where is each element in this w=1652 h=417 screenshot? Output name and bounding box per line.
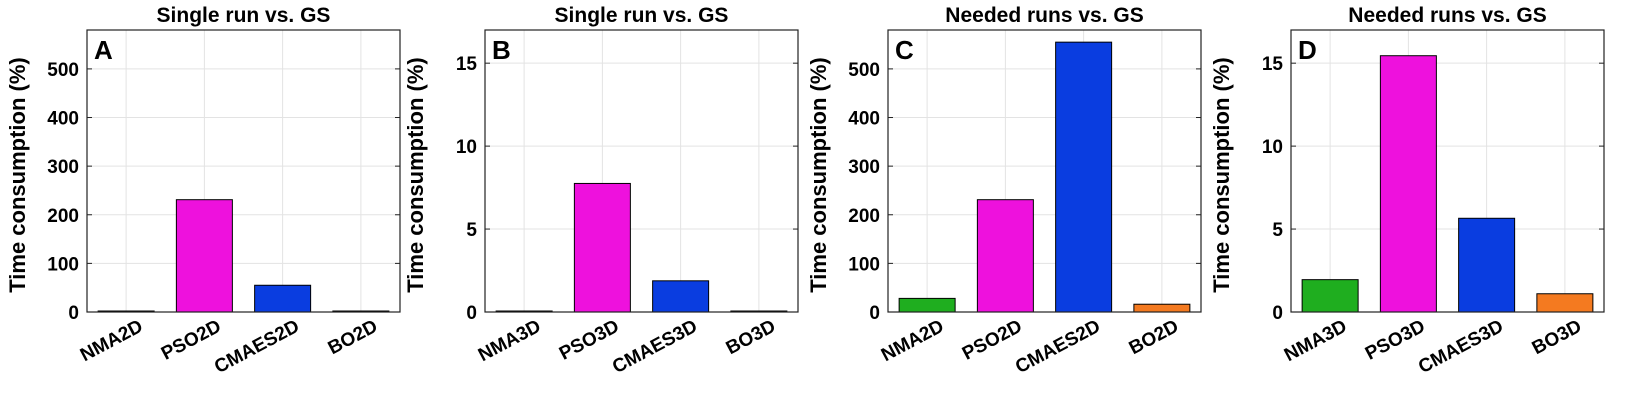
y-tick-label: 10: [456, 137, 477, 158]
panel-letter: C: [895, 35, 914, 65]
y-tick-label: 15: [1262, 54, 1284, 75]
x-tick-label: CMAES3D: [609, 316, 701, 378]
plot-frame: [887, 29, 1202, 313]
plot-frame: [484, 29, 799, 313]
x-tick-label: BO2D: [1126, 316, 1182, 359]
x-tick-label: CMAES2D: [211, 316, 303, 378]
bar-bo3d: [1536, 293, 1594, 313]
y-tick-label: 15: [456, 54, 478, 75]
bar-pso3d: [1379, 55, 1437, 313]
y-axis-label: Time consumption (%): [5, 57, 30, 293]
y-tick-label: 300: [848, 157, 880, 178]
bar-pso3d: [573, 182, 631, 313]
plot-area: [87, 30, 400, 312]
y-tick-label: 200: [848, 206, 880, 227]
plot-area: [888, 30, 1201, 312]
y-tick-label: 100: [848, 254, 880, 275]
x-tick-label: BO3D: [723, 316, 779, 359]
y-tick-label: 0: [1272, 303, 1283, 324]
plot-frame: [86, 29, 401, 313]
bar-pso2d: [175, 199, 233, 313]
y-tick-label: 5: [466, 220, 477, 241]
x-tick-label: NMA2D: [878, 316, 948, 366]
bar-cmaes3d: [652, 280, 710, 313]
y-tick-label: 5: [1272, 220, 1283, 241]
x-tick-label: CMAES2D: [1012, 316, 1104, 378]
plot-area: [485, 30, 798, 312]
x-tick-label: NMA3D: [1281, 316, 1351, 366]
y-tick-label: 300: [47, 157, 79, 178]
x-tick-label: CMAES3D: [1415, 316, 1507, 378]
bar-pso2d: [976, 199, 1034, 313]
plot-frame: [1290, 29, 1605, 313]
y-tick-label: 200: [47, 206, 79, 227]
x-tick-label: BO2D: [325, 316, 381, 359]
chart-title: Single run vs. GS: [555, 4, 729, 27]
y-tick-label: 400: [47, 109, 79, 130]
y-axis-label: Time consumption (%): [403, 57, 428, 293]
x-tick-label: NMA3D: [475, 316, 545, 366]
bar-cmaes2d: [1055, 41, 1113, 313]
bar-bo2d: [1133, 303, 1191, 313]
y-tick-label: 100: [47, 254, 79, 275]
y-tick-label: 10: [1262, 137, 1283, 158]
y-tick-label: 0: [466, 303, 477, 324]
plot-area: [1291, 30, 1604, 312]
bar-nma3d: [1301, 279, 1359, 313]
panel-letter: D: [1298, 35, 1317, 65]
bar-nma2d: [898, 297, 956, 313]
y-axis-label: Time consumption (%): [1209, 57, 1234, 293]
y-tick-label: 500: [47, 60, 79, 81]
y-axis-label: Time consumption (%): [806, 57, 831, 293]
y-tick-label: 0: [68, 303, 79, 324]
y-tick-label: 400: [848, 109, 880, 130]
chart-title: Needed runs vs. GS: [945, 4, 1143, 27]
bar-cmaes3d: [1458, 217, 1516, 313]
chart-title: Needed runs vs. GS: [1348, 4, 1546, 27]
x-tick-label: BO3D: [1529, 316, 1585, 359]
bar-cmaes2d: [254, 284, 312, 313]
x-tick-label: NMA2D: [77, 316, 147, 366]
chart-title: Single run vs. GS: [157, 4, 331, 27]
panel-letter: A: [94, 35, 113, 65]
y-tick-label: 0: [869, 303, 880, 324]
panel-letter: B: [492, 35, 511, 65]
y-tick-label: 500: [848, 60, 880, 81]
